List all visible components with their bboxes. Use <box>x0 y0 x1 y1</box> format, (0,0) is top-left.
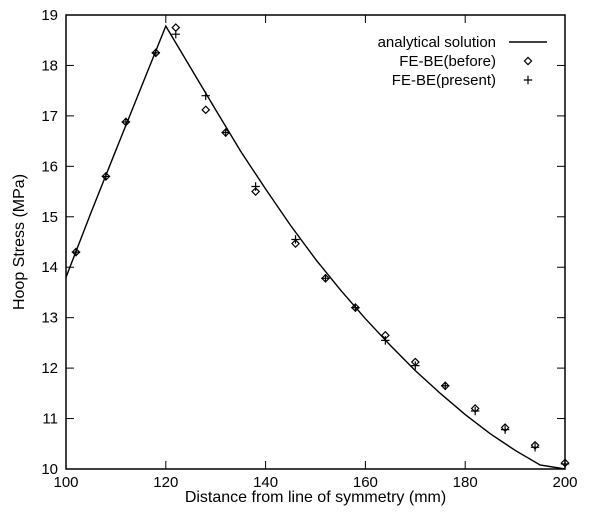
x-tick-label: 120 <box>153 474 178 491</box>
axis-ticks: 100 120 140 160 180 200 10 11 12 13 14 15 16 17 18 19 <box>41 7 577 491</box>
x-axis-label: Distance from line of symmetry (mm) <box>185 489 446 506</box>
y-tick-label: 14 <box>41 259 58 276</box>
plot-frame <box>65 14 566 470</box>
plus-point <box>101 172 111 181</box>
analytical-solution-line <box>65 24 566 470</box>
plus-point <box>121 117 131 127</box>
y-tick-label: 17 <box>41 108 58 125</box>
plus-point <box>441 381 450 390</box>
y-tick-label: 19 <box>41 7 58 24</box>
series-plus <box>71 29 570 469</box>
y-tick-label: 11 <box>42 411 58 428</box>
plus-point <box>351 303 360 312</box>
plus-point <box>251 182 260 191</box>
y-tick-label: 13 <box>41 310 58 327</box>
diamond-point <box>201 105 211 115</box>
legend-label: FE-BE(present) <box>392 72 496 89</box>
plus-point <box>321 274 330 283</box>
diamond-point <box>251 187 261 197</box>
plus-point <box>500 425 510 434</box>
plus-point <box>291 235 300 244</box>
plus-point <box>381 336 390 345</box>
legend: analytical solution FE-BE(before) FE-BE(pr… <box>378 34 547 89</box>
plus-point <box>221 128 230 137</box>
y-tick-label: 18 <box>41 57 58 74</box>
y-tick-label: 10 <box>41 461 58 478</box>
plus-point <box>71 247 81 257</box>
plus-point <box>470 406 480 416</box>
plus-point <box>411 361 420 370</box>
plus-point <box>530 443 540 452</box>
plus-point <box>171 29 180 39</box>
x-tick-label: 200 <box>552 474 577 491</box>
y-tick-label: 15 <box>41 209 58 226</box>
x-tick-label: 100 <box>53 474 78 491</box>
diamond-point <box>523 56 533 66</box>
plus-point <box>151 48 161 58</box>
legend-label: analytical solution <box>378 34 496 51</box>
x-tick-label: 140 <box>253 474 278 491</box>
diamond-point <box>291 239 300 248</box>
y-tick-label: 16 <box>41 158 58 175</box>
x-tick-label: 180 <box>453 474 478 491</box>
plot-series <box>65 23 570 470</box>
x-tick-label: 160 <box>353 474 378 491</box>
y-axis-label: Hoop Stress (MPa) <box>11 174 28 310</box>
plus-point <box>523 75 533 85</box>
series-line <box>65 24 566 470</box>
plus-point <box>201 91 210 100</box>
series-diamond <box>71 23 570 468</box>
y-tick-label: 12 <box>41 360 58 377</box>
legend-label: FE-BE(before) <box>399 53 496 70</box>
